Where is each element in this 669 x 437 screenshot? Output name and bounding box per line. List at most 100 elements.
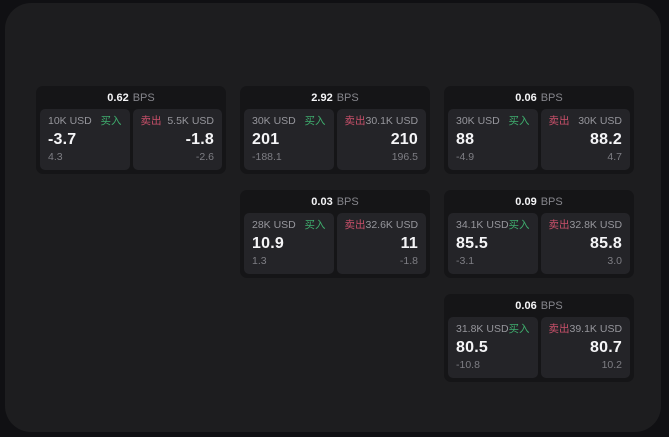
quote-card: 0.09 BPS 34.1K USD 买入 85.5 -3.1 卖出 32.8K… xyxy=(444,190,634,278)
buy-delta: 4.3 xyxy=(48,151,63,164)
buy-price: 80.5 xyxy=(456,338,488,356)
spread-unit: BPS xyxy=(132,91,155,104)
sell-quote-header: 卖出 30K USD xyxy=(549,115,623,128)
buy-delta: -188.1 xyxy=(252,151,282,164)
buy-quote-button[interactable]: 28K USD 买入 10.9 1.3 xyxy=(244,213,334,274)
spread-value: 0.06 xyxy=(515,91,537,104)
buy-quote-header: 30K USD 买入 xyxy=(456,115,530,128)
buy-delta: -3.1 xyxy=(456,255,475,268)
sell-amount: 39.1K USD xyxy=(569,323,623,335)
sell-side-label: 卖出 xyxy=(548,219,570,231)
sell-price: 11 xyxy=(400,234,418,252)
quote-board-panel: 0.62 BPS 10K USD 买入 -3.7 4.3 卖出 5.5K USD… xyxy=(5,3,661,432)
sell-quote-header: 卖出 5.5K USD xyxy=(141,115,215,128)
spread-unit: BPS xyxy=(540,299,563,312)
spread-header: 2.92 BPS xyxy=(240,86,430,109)
sell-price: 80.7 xyxy=(590,338,622,356)
sell-quote-button[interactable]: 卖出 32.6K USD 11 -1.8 xyxy=(336,213,426,274)
spread-unit: BPS xyxy=(336,195,359,208)
quote-pair: 30K USD 买入 88 -4.9 卖出 30K USD 88.2 4.7 xyxy=(444,109,634,174)
buy-price: 88 xyxy=(456,130,475,148)
buy-price: 201 xyxy=(252,130,280,148)
sell-quote-button[interactable]: 卖出 39.1K USD 80.7 10.2 xyxy=(540,317,630,378)
sell-quote-header: 卖出 39.1K USD xyxy=(549,323,623,336)
sell-side-label: 卖出 xyxy=(344,115,366,127)
quote-card: 0.03 BPS 28K USD 买入 10.9 1.3 卖出 32.6K US… xyxy=(240,190,430,278)
spread-unit: BPS xyxy=(540,195,563,208)
sell-amount: 5.5K USD xyxy=(167,115,214,127)
quote-pair: 31.8K USD 买入 80.5 -10.8 卖出 39.1K USD 80.… xyxy=(444,317,634,382)
spread-header: 0.06 BPS xyxy=(444,86,634,109)
buy-quote-button[interactable]: 34.1K USD 买入 85.5 -3.1 xyxy=(448,213,538,274)
quote-pair: 30K USD 买入 201 -188.1 卖出 30.1K USD 210 1… xyxy=(240,109,430,174)
buy-amount: 30K USD xyxy=(252,115,296,127)
sell-side-label: 卖出 xyxy=(140,115,162,127)
sell-quote-button[interactable]: 卖出 30.1K USD 210 196.5 xyxy=(336,109,426,170)
sell-side-label: 卖出 xyxy=(548,323,570,335)
buy-amount: 30K USD xyxy=(456,115,500,127)
buy-quote-header: 34.1K USD 买入 xyxy=(456,219,530,232)
sell-delta: -1.8 xyxy=(399,255,418,268)
spread-value: 0.03 xyxy=(311,195,333,208)
spread-unit: BPS xyxy=(336,91,359,104)
sell-quote-header: 卖出 30.1K USD xyxy=(345,115,419,128)
quote-card: 2.92 BPS 30K USD 买入 201 -188.1 卖出 30.1K … xyxy=(240,86,430,174)
buy-amount: 10K USD xyxy=(48,115,92,127)
sell-amount: 30.1K USD xyxy=(365,115,419,127)
buy-quote-header: 31.8K USD 买入 xyxy=(456,323,530,336)
buy-quote-header: 30K USD 买入 xyxy=(252,115,326,128)
buy-side-label: 买入 xyxy=(508,115,530,127)
quote-pair: 34.1K USD 买入 85.5 -3.1 卖出 32.8K USD 85.8… xyxy=(444,213,634,278)
sell-amount: 30K USD xyxy=(578,115,622,127)
sell-quote-button[interactable]: 卖出 30K USD 88.2 4.7 xyxy=(540,109,630,170)
buy-side-label: 买入 xyxy=(304,115,326,127)
quote-card: 0.06 BPS 30K USD 买入 88 -4.9 卖出 30K USD 8… xyxy=(444,86,634,174)
spread-header: 0.06 BPS xyxy=(444,294,634,317)
buy-quote-button[interactable]: 30K USD 买入 88 -4.9 xyxy=(448,109,538,170)
buy-price: 85.5 xyxy=(456,234,488,252)
buy-delta: -10.8 xyxy=(456,359,480,372)
buy-amount: 28K USD xyxy=(252,219,296,231)
sell-price: -1.8 xyxy=(185,130,214,148)
spread-header: 0.62 BPS xyxy=(36,86,226,109)
buy-quote-button[interactable]: 31.8K USD 买入 80.5 -10.8 xyxy=(448,317,538,378)
buy-price: 10.9 xyxy=(252,234,284,252)
buy-side-label: 买入 xyxy=(100,115,122,127)
buy-quote-header: 28K USD 买入 xyxy=(252,219,326,232)
buy-price: -3.7 xyxy=(48,130,77,148)
sell-price: 210 xyxy=(390,130,418,148)
buy-quote-button[interactable]: 10K USD 买入 -3.7 4.3 xyxy=(40,109,130,170)
sell-quote-header: 卖出 32.6K USD xyxy=(345,219,419,232)
sell-price: 88.2 xyxy=(590,130,622,148)
sell-delta: -2.6 xyxy=(195,151,214,164)
buy-amount: 34.1K USD xyxy=(456,219,509,231)
quote-pair: 10K USD 买入 -3.7 4.3 卖出 5.5K USD -1.8 -2.… xyxy=(36,109,226,174)
buy-side-label: 买入 xyxy=(508,219,530,231)
spread-header: 0.09 BPS xyxy=(444,190,634,213)
sell-side-label: 卖出 xyxy=(344,219,366,231)
sell-delta: 4.7 xyxy=(607,151,622,164)
sell-quote-button[interactable]: 卖出 5.5K USD -1.8 -2.6 xyxy=(132,109,222,170)
sell-side-label: 卖出 xyxy=(548,115,570,127)
spread-value: 2.92 xyxy=(311,91,333,104)
buy-delta: 1.3 xyxy=(252,255,267,268)
sell-amount: 32.6K USD xyxy=(365,219,419,231)
buy-amount: 31.8K USD xyxy=(456,323,509,335)
buy-delta: -4.9 xyxy=(456,151,475,164)
sell-price: 85.8 xyxy=(590,234,622,252)
sell-delta: 196.5 xyxy=(391,151,418,164)
sell-amount: 32.8K USD xyxy=(569,219,623,231)
quote-card: 0.62 BPS 10K USD 买入 -3.7 4.3 卖出 5.5K USD… xyxy=(36,86,226,174)
quote-grid: 0.62 BPS 10K USD 买入 -3.7 4.3 卖出 5.5K USD… xyxy=(36,86,634,382)
spread-value: 0.09 xyxy=(515,195,537,208)
spread-value: 0.06 xyxy=(515,299,537,312)
quote-card: 0.06 BPS 31.8K USD 买入 80.5 -10.8 卖出 39.1… xyxy=(444,294,634,382)
buy-side-label: 买入 xyxy=(508,323,530,335)
sell-quote-button[interactable]: 卖出 32.8K USD 85.8 3.0 xyxy=(540,213,630,274)
spread-value: 0.62 xyxy=(107,91,129,104)
buy-quote-button[interactable]: 30K USD 买入 201 -188.1 xyxy=(244,109,334,170)
spread-unit: BPS xyxy=(540,91,563,104)
sell-quote-header: 卖出 32.8K USD xyxy=(549,219,623,232)
buy-quote-header: 10K USD 买入 xyxy=(48,115,122,128)
